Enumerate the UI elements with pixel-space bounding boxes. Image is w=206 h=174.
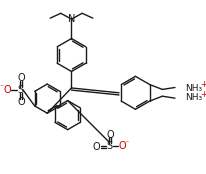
Text: O: O	[17, 73, 25, 83]
Text: +: +	[199, 90, 206, 99]
Text: O: O	[4, 85, 11, 95]
Text: O: O	[118, 141, 125, 151]
Text: N: N	[68, 14, 75, 24]
Text: S: S	[106, 141, 112, 151]
Text: NH₃: NH₃	[184, 84, 201, 93]
Text: O: O	[106, 129, 114, 140]
Text: ⁻: ⁻	[0, 82, 4, 92]
Text: NH₃: NH₃	[184, 93, 201, 102]
Text: +: +	[199, 80, 206, 89]
Text: S: S	[17, 85, 23, 95]
Text: O: O	[92, 142, 100, 152]
Text: ⁻: ⁻	[124, 139, 128, 148]
Text: O: O	[17, 97, 25, 106]
